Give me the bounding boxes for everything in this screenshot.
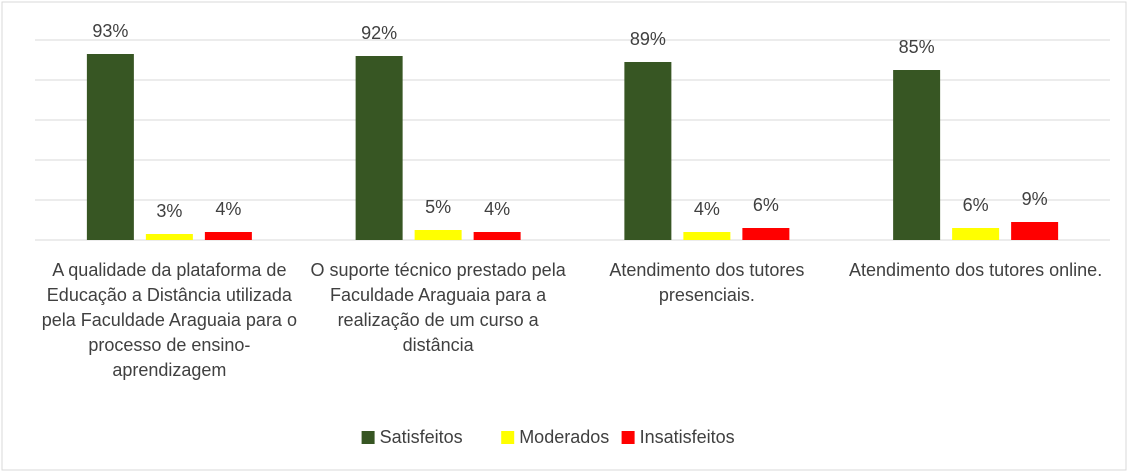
x-tick-label: A qualidade da plataforma de Educação a … [41, 260, 297, 380]
bar [1011, 222, 1059, 240]
data-label: 6% [753, 195, 779, 215]
bar [355, 56, 403, 240]
bar [624, 62, 672, 240]
data-label: 6% [963, 195, 989, 215]
data-label: 3% [156, 201, 182, 221]
data-label: 4% [484, 199, 510, 219]
bar [86, 54, 134, 240]
legend-label: Satisfeitos [380, 427, 463, 447]
data-label: 4% [215, 199, 241, 219]
data-label: 92% [361, 23, 397, 43]
bar [145, 234, 193, 240]
x-tick-label: Atendimento dos tutores online. [849, 260, 1103, 280]
bar [893, 70, 941, 240]
bar [414, 230, 462, 240]
data-label: 5% [425, 197, 451, 217]
data-label: 85% [899, 37, 935, 57]
legend-swatch [621, 431, 635, 444]
x-tick-label: Atendimento dos tutores presenciais. [609, 260, 805, 305]
data-label: 9% [1022, 189, 1048, 209]
bar [473, 232, 521, 240]
legend-swatch [361, 431, 375, 444]
legend-label: Insatisfeitos [640, 427, 735, 447]
data-label: 89% [630, 29, 666, 49]
data-label: 93% [92, 21, 128, 41]
data-label: 4% [694, 199, 720, 219]
bar [683, 232, 731, 240]
bar [952, 228, 1000, 240]
x-tick-label: O suporte técnico prestado pela Faculdad… [310, 260, 566, 355]
bar [742, 228, 790, 240]
legend-label: Moderados [519, 427, 609, 447]
bar [204, 232, 252, 240]
legend-swatch [501, 431, 515, 444]
